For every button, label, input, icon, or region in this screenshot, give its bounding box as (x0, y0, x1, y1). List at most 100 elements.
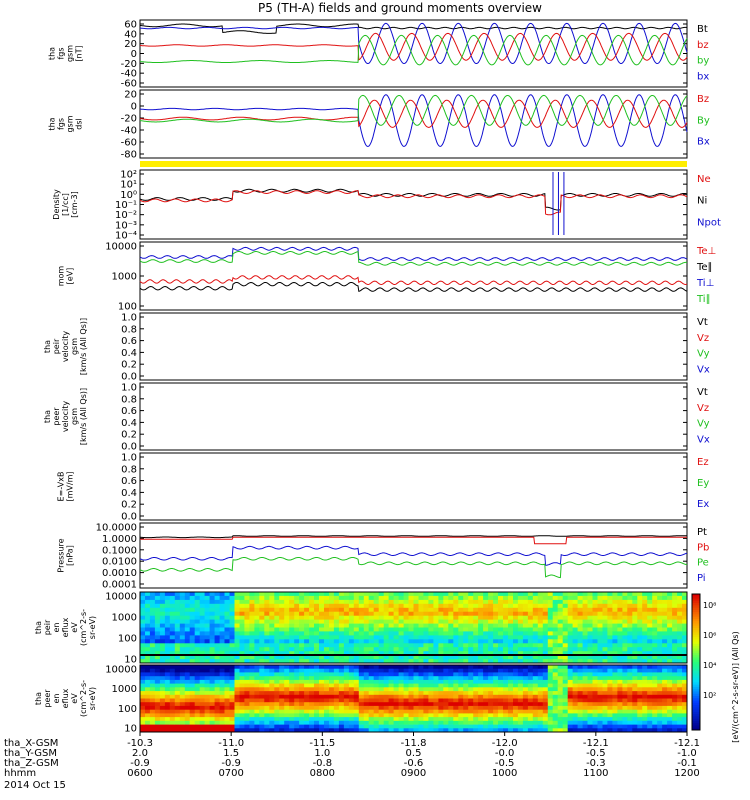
spectrogram-cell (373, 668, 380, 673)
spectrogram-cell (149, 713, 156, 718)
spectrogram-cell (597, 607, 603, 613)
spectrogram-cell (463, 717, 469, 722)
spectrogram-cell (294, 709, 300, 714)
spectrogram-cell (677, 619, 683, 624)
spectrogram-cell (179, 672, 186, 677)
spectrogram-cell (239, 639, 245, 644)
spectrogram-cell (140, 709, 146, 714)
spectrogram-cell (682, 665, 688, 670)
spectrogram-cell (642, 717, 648, 722)
spectrogram-cell (284, 679, 290, 684)
spectrogram-cell (423, 724, 429, 729)
spectrogram-cell (592, 728, 598, 733)
spectrogram-cell (423, 687, 429, 692)
spectrogram-cell (324, 702, 330, 707)
spectrogram-cell (164, 702, 171, 707)
spectrogram-cell (458, 702, 464, 707)
spectrogram-cell (617, 668, 623, 673)
spectrogram-cell (428, 623, 434, 628)
spectrogram-cell (199, 631, 206, 636)
spectrogram-cell (657, 687, 663, 692)
spectrogram-cell (398, 623, 404, 628)
spectrogram-cell (269, 659, 275, 664)
spectrogram-cell (602, 635, 608, 640)
spectrogram-cell (140, 691, 146, 696)
spectrogram-cell (388, 639, 394, 644)
spectrogram-cell (607, 694, 613, 699)
spectrogram-cell (637, 709, 643, 714)
spectrogram-cell (254, 639, 260, 644)
spectrogram-cell (478, 595, 484, 601)
spectrogram-cell (577, 619, 583, 624)
spectrogram-cell (204, 635, 210, 640)
spectrogram-cell (483, 607, 489, 613)
spectrogram-cell (259, 631, 265, 636)
spectrogram-cell (647, 592, 653, 597)
spectrogram-cell (562, 607, 569, 613)
spectrogram-cell (324, 691, 330, 696)
spectrogram-cell (403, 623, 409, 628)
spectrogram-cell (299, 672, 305, 677)
spectrogram-cell (145, 599, 151, 605)
spectrogram-cell (378, 631, 385, 636)
spectrogram-cell (607, 603, 613, 609)
legend-entry: Ni (697, 196, 707, 207)
spectrogram-cell (348, 599, 355, 605)
spectrogram-cell (428, 655, 434, 660)
spectrogram-cell (602, 627, 608, 632)
spectrogram-cell (577, 676, 583, 681)
colorbar-swatch (692, 598, 700, 602)
spectrogram-cell (353, 728, 360, 733)
y-tick-label: 10000 (105, 242, 137, 253)
spectrogram-cell (488, 694, 494, 699)
spectrogram-cell (368, 702, 375, 707)
spectrogram-cell (637, 615, 643, 620)
spectrogram-cell (324, 639, 330, 644)
spectrogram-cell (234, 672, 240, 677)
spectrogram-cell (319, 631, 325, 636)
spectrogram-cell (582, 724, 588, 729)
spectrogram-cell (338, 623, 345, 628)
spectrogram-cell (244, 647, 250, 652)
spectrogram-cell (682, 694, 688, 699)
spectrogram-cell (348, 702, 355, 707)
y-tick-label: 0.8 (121, 394, 137, 405)
spectrogram-cell (597, 687, 603, 692)
spectrogram-cell (468, 623, 474, 628)
y-tick-label: -40 (121, 69, 137, 80)
spectrogram-cell (249, 651, 255, 656)
spectrogram-cell (145, 694, 151, 699)
spectrogram-cell (329, 683, 335, 688)
spectrogram-cell (239, 698, 245, 703)
spectrogram-cell (174, 720, 181, 725)
spectrogram-cell (632, 647, 638, 652)
spectrogram-cell (159, 655, 166, 660)
colorbar-swatch (692, 707, 700, 711)
x-tick-label: 0800 (310, 768, 335, 779)
spectrogram-cell (179, 724, 186, 729)
spectrogram-cell (338, 668, 345, 673)
spectrogram-cell (562, 698, 569, 703)
spectrogram-cell (174, 619, 181, 624)
spectrogram-cell (204, 724, 210, 729)
spectrogram-cell (428, 720, 434, 725)
spectrogram-cell (199, 665, 206, 670)
spectrogram-cell (294, 599, 300, 605)
spectrogram-cell (348, 592, 355, 597)
spectrogram-cell (453, 615, 459, 620)
spectrogram-cell (642, 713, 648, 718)
spectrogram-cell (677, 679, 683, 684)
spectrogram-cell (174, 724, 181, 729)
spectrogram-cell (204, 611, 210, 616)
spectrogram-cell (319, 717, 325, 722)
spectrogram-cell (572, 599, 578, 605)
spectrogram-cell (388, 647, 394, 652)
spectrogram-cell (408, 728, 414, 733)
spectrogram-cell (522, 683, 529, 688)
spectrogram-cell (547, 720, 554, 725)
spectrogram-cell (309, 728, 315, 733)
spectrogram-cell (448, 672, 454, 677)
spectrogram-cell (324, 655, 330, 660)
spectrogram-cell (373, 728, 380, 733)
spectrogram-cell (254, 728, 260, 733)
